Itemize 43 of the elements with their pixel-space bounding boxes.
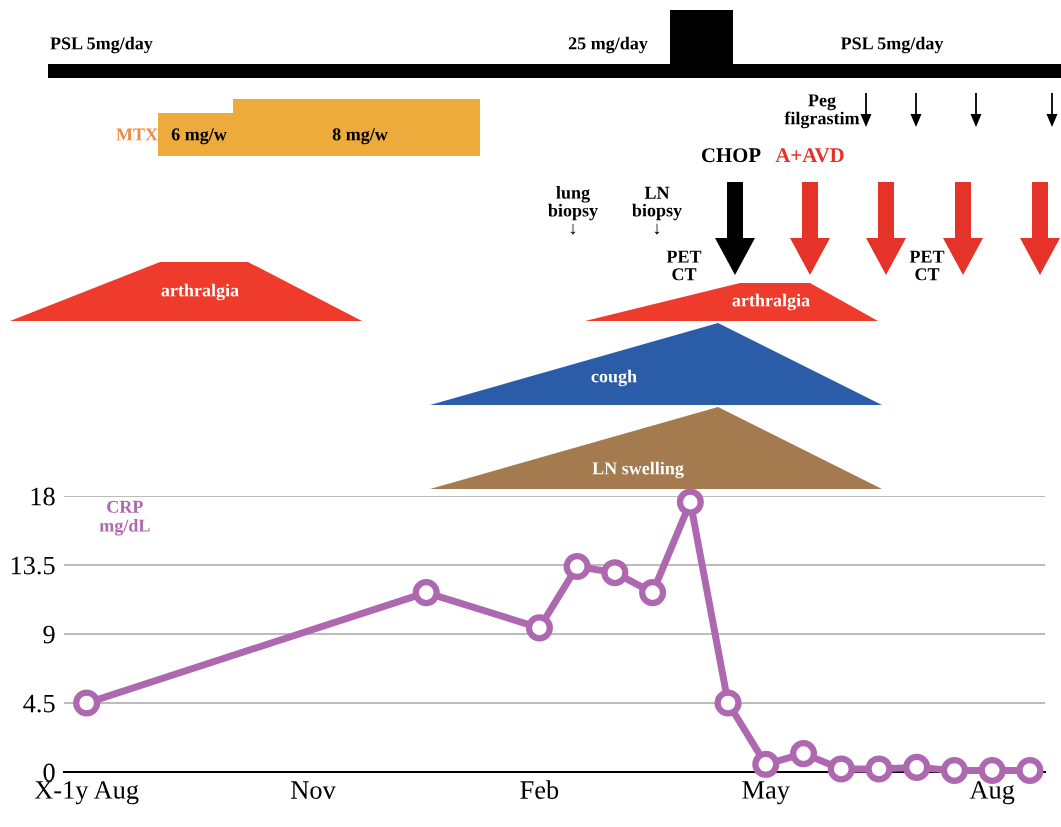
point xyxy=(827,755,855,783)
x-tick-label: Aug xyxy=(969,781,1015,805)
point xyxy=(676,488,704,516)
point xyxy=(940,756,968,785)
point xyxy=(639,579,667,607)
point xyxy=(865,755,893,783)
point xyxy=(752,750,780,778)
y-tick-label: 4.5 xyxy=(23,694,55,713)
text: 25 mg/day xyxy=(568,36,648,54)
point xyxy=(601,559,629,587)
text: Peg filgrastim xyxy=(784,94,860,129)
point xyxy=(412,579,440,607)
text: cough xyxy=(591,369,637,387)
text: PET CT xyxy=(909,250,945,281)
y-axis-title: CRP mg/dL xyxy=(99,500,150,536)
text: CHOP xyxy=(701,148,761,163)
y-tick-label: 0 xyxy=(43,763,55,782)
y-tick-label: 9 xyxy=(43,625,55,644)
y-tick-label: 13.5 xyxy=(11,556,55,575)
text: PSL 5mg/day xyxy=(840,36,944,54)
point xyxy=(73,689,101,717)
text: LN swelling xyxy=(592,461,684,479)
point xyxy=(789,740,818,768)
text: 8 mg/w xyxy=(332,128,388,145)
text: arthralgia xyxy=(732,293,810,311)
point xyxy=(563,552,591,581)
y-tick-label: 18 xyxy=(31,487,55,506)
text: arthralgia xyxy=(161,283,239,301)
text: LN biopsy ↓ xyxy=(632,186,682,235)
x-tick-label: X-1y Aug xyxy=(34,781,139,805)
x-tick-label: Feb xyxy=(520,780,559,799)
text: A+AVD xyxy=(775,148,844,163)
x-tick-label: May xyxy=(742,781,790,805)
text: MTX xyxy=(116,128,158,141)
x-tick-label: Nov xyxy=(291,781,336,799)
point xyxy=(714,689,742,717)
text: PSL 5mg/day xyxy=(50,36,153,54)
text: 6 mg/w xyxy=(171,128,227,145)
point xyxy=(1016,756,1044,785)
text: PET CT xyxy=(666,250,702,281)
point xyxy=(525,614,553,642)
point xyxy=(903,753,931,781)
text: lung biopsy ↓ xyxy=(548,186,598,235)
